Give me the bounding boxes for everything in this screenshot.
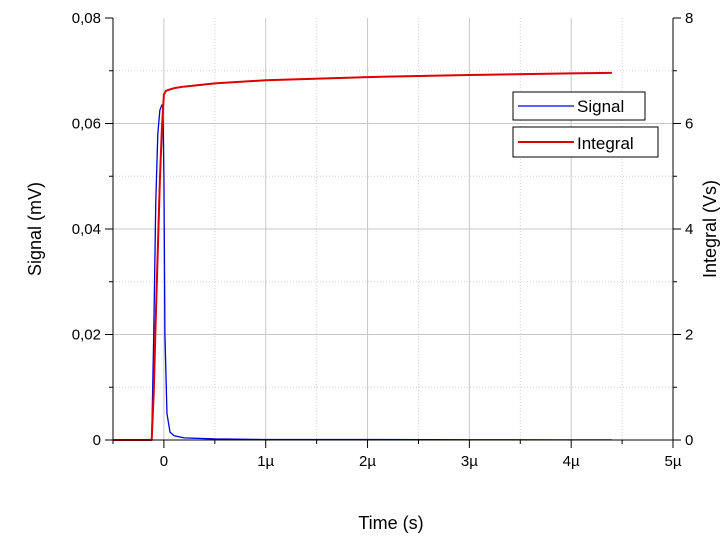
x-tick-label: 1µ [257, 453, 274, 470]
y2-tick-label: 2 [685, 327, 693, 344]
y2-tick-label: 4 [685, 221, 693, 238]
x-tick-label: 2µ [359, 453, 376, 470]
legend: Signal Integral [512, 91, 659, 158]
grid [113, 18, 673, 440]
y-axis-title: Signal (mV) [25, 182, 45, 276]
x-tick-label: 3µ [461, 453, 478, 470]
x-tick-label: 5µ [665, 453, 682, 470]
x-tick-label: 0 [160, 453, 168, 470]
y-tick-label: 0,08 [72, 10, 101, 27]
legend-label-signal: Signal [577, 97, 624, 116]
series-line-integral [113, 71, 612, 441]
y-tick-label: 0,02 [72, 327, 101, 344]
y2-tick-label: 0 [685, 432, 693, 449]
y-tick-label: 0 [93, 432, 101, 449]
y-tick-label: 0,06 [72, 116, 101, 133]
series-layer [113, 71, 612, 441]
y2-tick-label: 8 [685, 10, 693, 27]
x-tick-label: 4µ [563, 453, 580, 470]
legend-label-integral: Integral [577, 134, 634, 153]
series-line-signal [113, 104, 612, 441]
y2-axis-title: Integral (Vs) [700, 180, 720, 278]
y2-tick-label: 6 [685, 116, 693, 133]
x-axis-title: Time (s) [358, 513, 423, 533]
y-tick-label: 0,04 [72, 221, 101, 238]
